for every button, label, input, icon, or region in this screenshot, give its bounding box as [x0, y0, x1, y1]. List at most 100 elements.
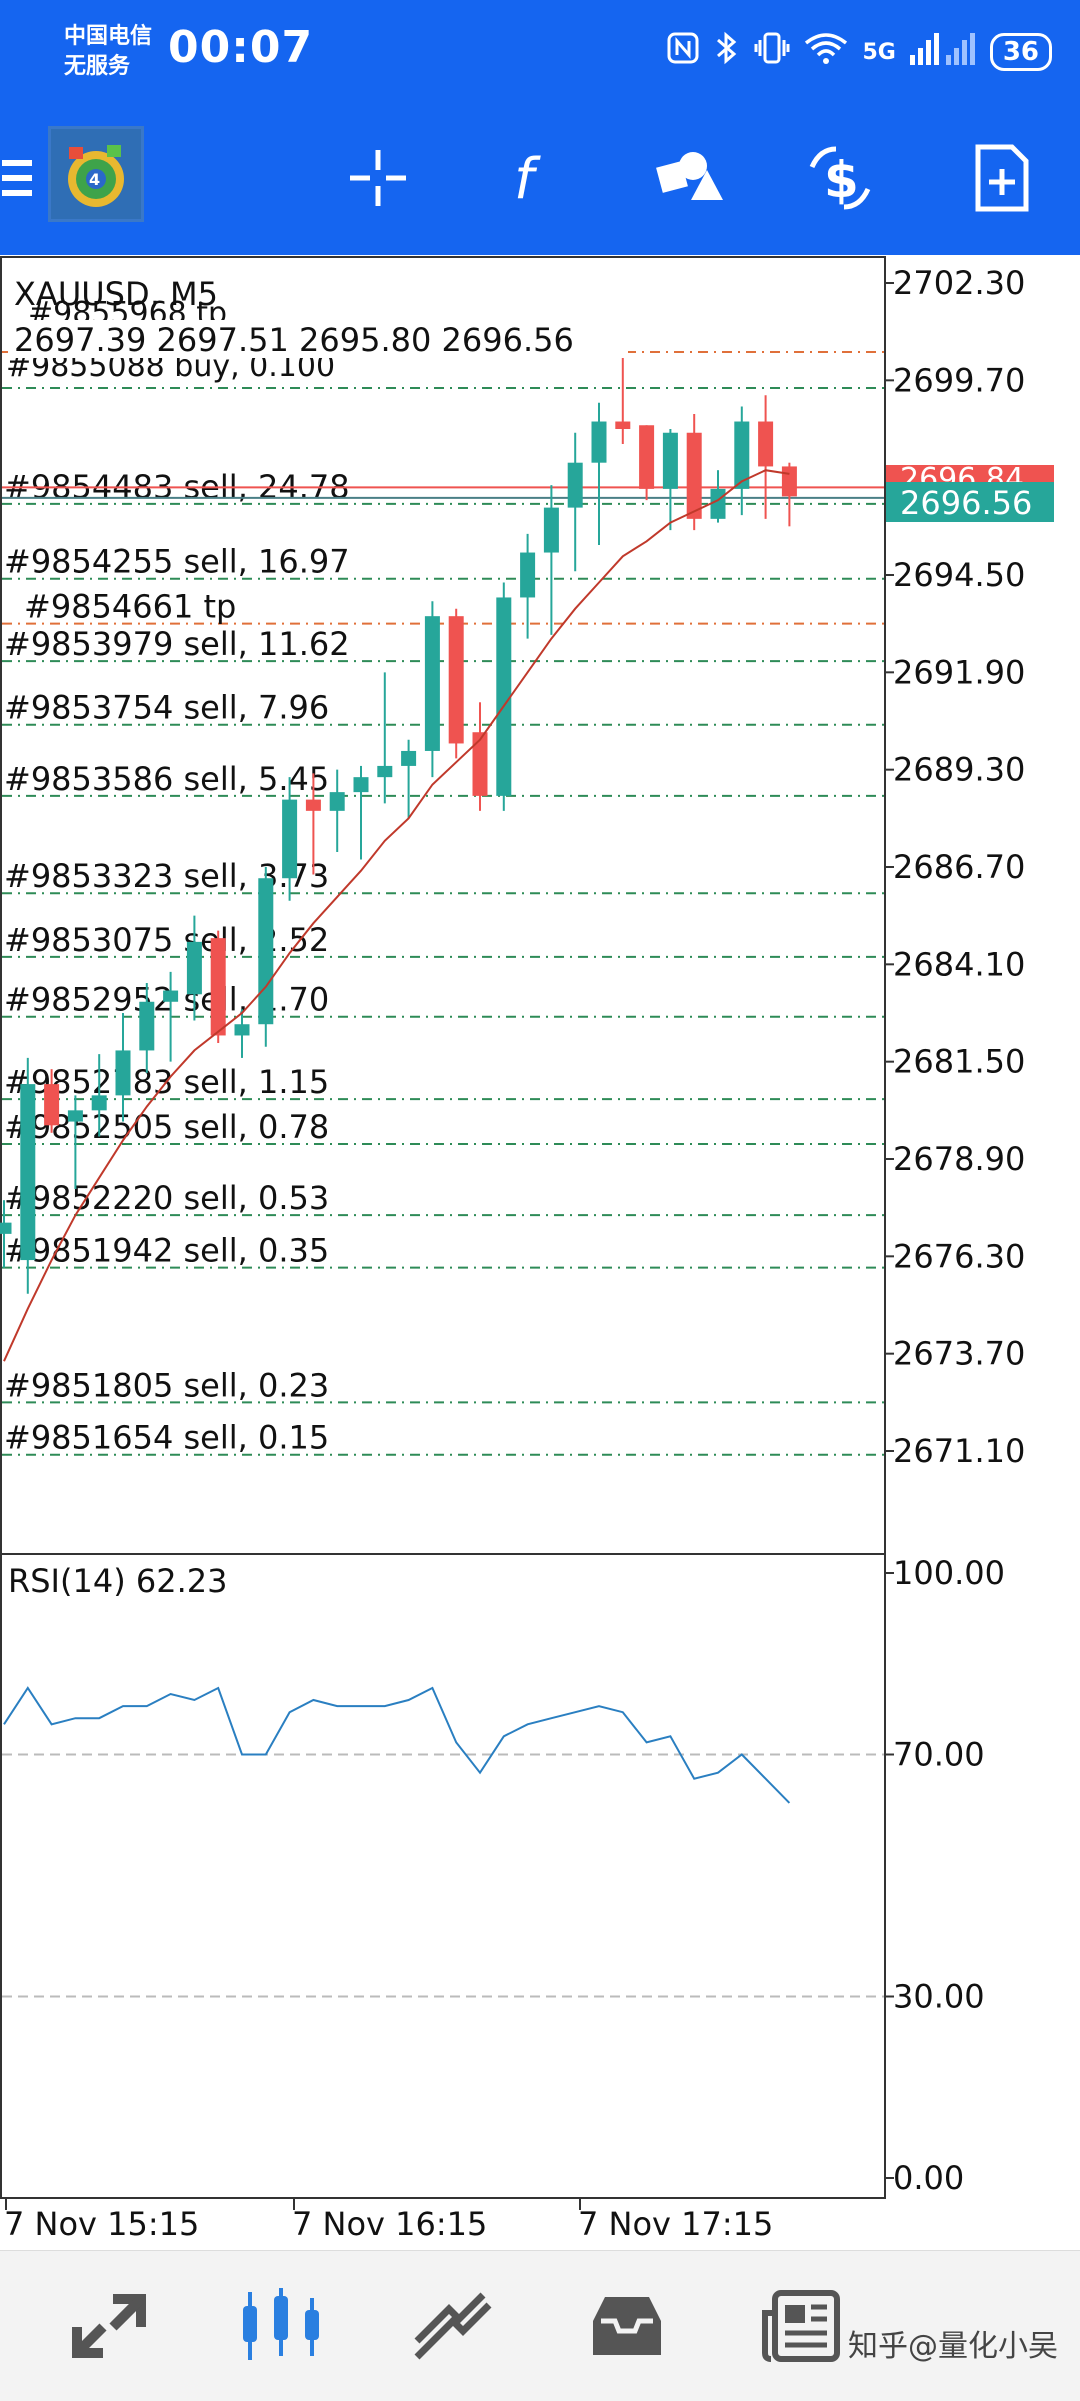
carrier: 中国电信 无服务 — [64, 22, 152, 82]
trade-icon[interactable]: $ — [800, 138, 880, 218]
price-tick-label: 2699.70 — [893, 361, 1025, 399]
nfc-icon — [666, 31, 700, 73]
candle-body — [591, 421, 607, 463]
order-label: #9853754 sell, 7.96 — [4, 689, 329, 727]
candle-body — [329, 792, 345, 811]
clock: 00:07 — [168, 22, 314, 73]
time-tick-label: 7 Nov 15:15 — [4, 2205, 199, 2243]
price-tick-label: 2689.30 — [893, 751, 1025, 789]
order-label: #9853979 sell, 11.62 — [4, 625, 350, 663]
crosshair-icon[interactable] — [338, 138, 418, 218]
candle-body — [662, 432, 678, 489]
candle-body — [20, 1084, 36, 1261]
price-tick-label: 2686.70 — [893, 848, 1025, 886]
candle-body — [91, 1095, 107, 1111]
wifi-icon — [804, 31, 848, 73]
candle-body — [139, 1001, 155, 1051]
current-price-label: 2696.56 — [900, 484, 1032, 522]
carrier-name: 中国电信 — [64, 24, 153, 49]
candle-body — [615, 421, 631, 429]
order-label: #9851942 sell, 0.35 — [4, 1232, 329, 1270]
time-tick-label: 7 Nov 17:15 — [578, 2205, 773, 2243]
rsi-tick-label: 0.00 — [893, 2159, 964, 2197]
order-label: #9853586 sell, 5.45 — [4, 760, 329, 798]
vibrate-icon — [754, 30, 790, 74]
carrier-status: 无服务 — [64, 54, 131, 79]
order-label: #9853075 sell, 2.52 — [4, 921, 329, 959]
candle-body — [639, 425, 655, 489]
order-label: #9851805 sell, 0.23 — [4, 1366, 329, 1404]
rsi-label: RSI(14) 62.23 — [8, 1562, 227, 1600]
candle-body — [186, 941, 202, 995]
new-order-icon[interactable] — [962, 138, 1042, 218]
candle-body — [734, 421, 750, 489]
candle-body — [472, 732, 488, 796]
candle-body — [401, 750, 417, 766]
candle-body — [758, 421, 774, 467]
candle-body — [210, 938, 226, 1036]
candle-body — [567, 462, 583, 508]
objects-icon[interactable] — [648, 138, 728, 218]
candle-body — [258, 878, 274, 1025]
news-icon[interactable] — [756, 2281, 846, 2371]
time-tick-label: 7 Nov 16:15 — [292, 2205, 487, 2243]
candle-body — [115, 1050, 131, 1096]
price-tick-label: 2681.50 — [893, 1043, 1025, 1081]
menu-icon[interactable] — [0, 138, 40, 218]
quotes-icon[interactable] — [64, 2281, 154, 2371]
price-tick-label: 2702.30 — [893, 264, 1025, 302]
chart-area[interactable]: #9854483 sell, 24.78 #9854255 sell, 16.97… — [0, 255, 1080, 2250]
candle-body — [424, 616, 440, 751]
rsi-tick-label: 100.00 — [893, 1554, 1005, 1592]
candle-body — [305, 799, 321, 811]
svg-text:f: f — [514, 147, 541, 210]
network-type: 5G — [862, 39, 896, 65]
candle-body — [163, 990, 179, 1002]
chart-icon[interactable] — [236, 2281, 326, 2371]
ohlc-label: 2697.39 2697.51 2695.80 2696.56 — [14, 321, 574, 359]
order-label: #9854661 tp — [24, 588, 236, 626]
app-logo: 4 — [48, 126, 144, 222]
candle-body — [543, 507, 559, 553]
candle-body — [520, 552, 536, 598]
candle-body — [448, 616, 464, 744]
moving-average-line — [3, 469, 790, 1362]
price-tick-label: 2684.10 — [893, 945, 1025, 983]
price-tick-label: 2671.10 — [893, 1432, 1025, 1470]
symbol-label: XAUUSD, M5 — [14, 275, 218, 313]
price-tick-label: 2676.30 — [893, 1237, 1025, 1275]
candle-body — [353, 777, 369, 793]
rsi-tick-label: 30.00 — [893, 1978, 985, 2016]
price-tick-label: 2678.90 — [893, 1140, 1025, 1178]
candle-body — [44, 1084, 60, 1126]
status-bar: 中国电信 无服务 00:07 5G 36 — [0, 0, 1080, 110]
order-label: #9853323 sell, 3.73 — [4, 857, 329, 895]
order-label: #9852220 sell, 0.53 — [4, 1179, 329, 1217]
price-tick-label: 2691.90 — [893, 653, 1025, 691]
candle-body — [282, 799, 298, 879]
rsi-tick-label: 70.00 — [893, 1736, 985, 1774]
rsi-line — [3, 1686, 791, 1804]
status-icons: 5G 36 — [666, 30, 1052, 74]
battery-indicator: 36 — [989, 33, 1052, 71]
indicators-icon[interactable]: f — [492, 138, 572, 218]
candle-body — [0, 1222, 12, 1234]
toolbar: 4 f $ — [0, 110, 1080, 255]
bottom-nav: 知乎@量化小吴 — [0, 2250, 1080, 2401]
signal-icon — [909, 31, 976, 73]
current-price-tag — [886, 482, 1054, 522]
candle-body — [781, 466, 797, 497]
watermark: 知乎@量化小吴 — [848, 2329, 1058, 2364]
price-chart[interactable]: #9854483 sell, 24.78#9854255 sell, 16.97… — [0, 255, 1080, 2250]
candle-body — [710, 488, 726, 519]
candle-body — [377, 765, 393, 778]
price-tick-label: 2694.50 — [893, 556, 1025, 594]
candle-body — [496, 597, 512, 796]
order-label: #9854255 sell, 16.97 — [4, 543, 350, 581]
candle-body — [234, 1024, 250, 1036]
price-tick-label: 2673.70 — [893, 1335, 1025, 1373]
trade-nav-icon[interactable] — [408, 2281, 498, 2371]
bluetooth-icon — [714, 30, 740, 74]
candle-body — [686, 432, 702, 519]
history-icon[interactable] — [582, 2281, 672, 2371]
